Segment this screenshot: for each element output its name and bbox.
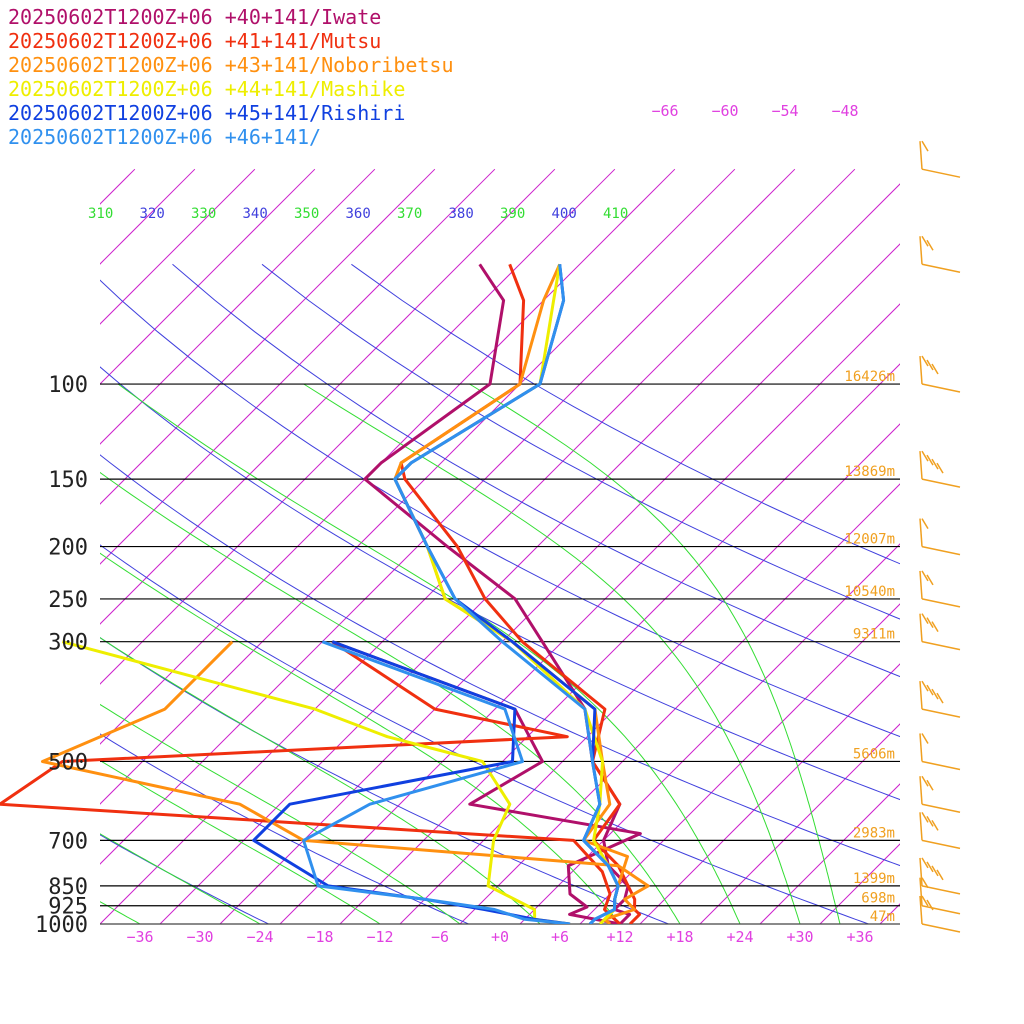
theta-label: 400 xyxy=(552,206,577,222)
temperature-tick-label: +12 xyxy=(606,928,633,946)
legend: 20250602T1200Z+06 +40+141/Iwate20250602T… xyxy=(8,5,454,149)
isotherm-line xyxy=(1000,169,1024,924)
sounding-profiles xyxy=(0,263,650,924)
theta-label: 330 xyxy=(191,206,216,222)
wind-barb xyxy=(919,811,961,850)
moist-adiabat-line xyxy=(117,383,741,924)
theta-label: 410 xyxy=(603,206,628,222)
dewpoint-profile-line xyxy=(302,640,571,924)
pressure-tick-label: 300 xyxy=(48,631,88,656)
legend-entry: 20250602T1200Z+06 +41+141/Mutsu xyxy=(8,29,381,53)
dewpoint-profile-line xyxy=(41,640,650,924)
theta-label: 350 xyxy=(294,206,319,222)
isotherm-line xyxy=(639,663,900,924)
height-label: 16426m xyxy=(844,369,895,385)
wind-barb xyxy=(919,733,961,771)
temperature-tick-label: −36 xyxy=(126,928,153,946)
isobar-lines xyxy=(100,383,900,925)
pressure-tick-label: 500 xyxy=(48,750,88,775)
temperature-tick-label: −18 xyxy=(306,928,333,946)
isotherm-line xyxy=(100,168,256,325)
wind-barb xyxy=(919,355,961,393)
pressure-tick-label: 200 xyxy=(48,536,88,561)
isotherm-line xyxy=(100,168,376,445)
dry-adiabat-line xyxy=(172,263,900,678)
upper-temperature-label: −48 xyxy=(831,102,858,120)
pressure-tick-label: 150 xyxy=(48,468,88,493)
dry-adiabat-line xyxy=(100,544,869,924)
height-label: 13869m xyxy=(844,464,895,480)
upper-temperature-label: −66 xyxy=(651,102,678,120)
legend-entry: 20250602T1200Z+06 +46+141/ xyxy=(8,125,321,149)
temperature-tick-label: −12 xyxy=(366,928,393,946)
theta-label: 360 xyxy=(346,206,371,222)
wind-barb xyxy=(919,140,961,178)
temperature-tick-label: +18 xyxy=(666,928,693,946)
dewpoint-profile-line xyxy=(331,640,642,924)
dry-adiabat-line xyxy=(100,279,900,738)
height-label: 9311m xyxy=(853,627,895,643)
temperature-tick-label: +24 xyxy=(726,928,753,946)
legend-entry: 20250602T1200Z+06 +45+141/Rishiri xyxy=(8,101,405,125)
isotherm-line xyxy=(0,169,15,924)
wind-barb xyxy=(919,570,961,608)
isotherm-line xyxy=(100,168,436,505)
wind-barb xyxy=(919,895,961,933)
pressure-tick-label: 700 xyxy=(48,829,88,854)
wind-barb xyxy=(919,235,961,273)
wind-barb xyxy=(919,857,961,895)
isotherm-line xyxy=(100,168,316,385)
legend-entry: 20250602T1200Z+06 +44+141/Mashike xyxy=(8,77,405,101)
height-label: 47m xyxy=(870,909,895,925)
dry-adiabat-line xyxy=(100,834,269,924)
wind-barb xyxy=(919,775,961,813)
height-label: 5606m xyxy=(853,746,895,762)
legend-entry: 20250602T1200Z+06 +43+141/Noboribetsu xyxy=(8,53,454,77)
dewpoint-profile-line xyxy=(61,640,571,924)
wind-barb xyxy=(919,680,961,718)
theta-label: 390 xyxy=(500,206,525,222)
wind-barb xyxy=(919,877,961,915)
height-label: 12007m xyxy=(844,532,895,548)
wind-barb xyxy=(919,613,961,651)
temperature-tick-label: +0 xyxy=(491,928,509,946)
dry-adiabat-line xyxy=(100,454,900,867)
theta-label: 380 xyxy=(449,206,474,222)
theta-label: 320 xyxy=(140,206,165,222)
pressure-tick-label: 100 xyxy=(48,373,88,398)
wind-barb xyxy=(919,450,961,488)
theta-label: 370 xyxy=(397,206,422,222)
height-label: 1399m xyxy=(853,871,895,887)
height-label: 2983m xyxy=(853,825,895,841)
temperature-tick-label: +36 xyxy=(846,928,873,946)
theta-label: 310 xyxy=(88,206,113,222)
temperature-tick-label: −6 xyxy=(431,928,449,946)
dry-adiabat-line xyxy=(261,263,900,620)
isotherm-line xyxy=(579,603,900,924)
dry-adiabat-line xyxy=(100,366,900,801)
temperature-tick-label: +6 xyxy=(551,928,569,946)
temperature-profile-line xyxy=(393,264,620,924)
legend-entry: 20250602T1200Z+06 +40+141/Iwate xyxy=(8,5,381,29)
pressure-tick-label: 850 xyxy=(48,875,88,900)
height-label: 10540m xyxy=(844,584,895,600)
height-label: 698m xyxy=(861,891,895,907)
upper-temperature-label: −54 xyxy=(771,102,798,120)
wind-barbs xyxy=(919,140,961,933)
pressure-tick-label: 1000 xyxy=(35,913,88,938)
isotherm-line xyxy=(759,783,900,924)
temperature-tick-label: +30 xyxy=(786,928,813,946)
temperature-tick-label: −24 xyxy=(246,928,273,946)
wind-barb xyxy=(919,518,961,556)
temperature-tick-label: −30 xyxy=(186,928,213,946)
pressure-tick-label: 925 xyxy=(48,895,88,920)
dry-adiabat-line xyxy=(100,733,469,924)
upper-temperature-label: −60 xyxy=(711,102,738,120)
pressure-tick-label: 250 xyxy=(48,588,88,613)
isotherm-line xyxy=(699,723,900,924)
theta-label: 340 xyxy=(243,206,268,222)
